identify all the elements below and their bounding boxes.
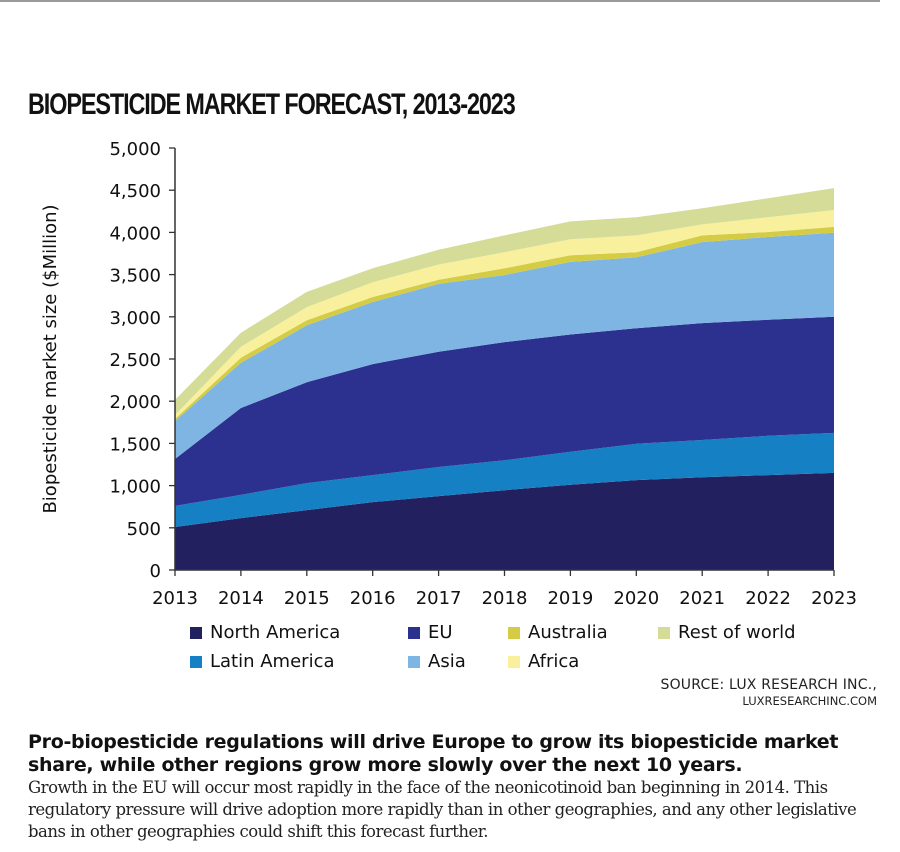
- area-asia: [175, 232, 834, 459]
- legend-swatch: [508, 655, 520, 668]
- x-tick-label: 2020: [613, 588, 659, 609]
- y-tick-label: 500: [127, 519, 161, 540]
- x-tick-label: 2017: [416, 588, 462, 609]
- legend-label: Australia: [528, 622, 608, 643]
- y-tick-label: 0: [150, 561, 161, 582]
- y-tick-label: 3,500: [109, 266, 161, 287]
- legend-item-north-america: North America: [190, 622, 340, 643]
- legend-item-rest-of-world: Rest of world: [658, 622, 796, 643]
- legend-label: Asia: [428, 651, 466, 672]
- legend-label: North America: [210, 622, 341, 643]
- legend-swatch: [408, 626, 420, 639]
- legend-item-africa: Africa: [508, 651, 579, 672]
- area-rest-of-world: [175, 188, 834, 416]
- x-tick-label: 2018: [482, 588, 528, 609]
- legend-label: Latin America: [210, 651, 335, 672]
- y-tick-label: 1,000: [109, 477, 161, 498]
- x-tick-label: 2019: [547, 588, 593, 609]
- caption: Pro-biopesticide regulations will drive …: [28, 731, 888, 843]
- legend-swatch: [190, 626, 202, 639]
- x-tick-label: 2023: [811, 588, 857, 609]
- legend-swatch: [508, 626, 520, 639]
- source-url: LUXRESEARCHINC.COM: [742, 694, 877, 708]
- legend-item-latin-america: Latin America: [190, 651, 335, 672]
- legend-label: EU: [428, 622, 453, 643]
- area-australia: [175, 226, 834, 421]
- source-line-1: SOURCE: LUX RESEARCH INC.,: [660, 677, 877, 693]
- x-tick-label: 2022: [745, 588, 791, 609]
- area-africa: [175, 210, 834, 419]
- x-tick-label: 2016: [350, 588, 396, 609]
- y-axis-label: Biopesticide market size ($Million): [40, 204, 61, 513]
- top-rule: [0, 0, 880, 2]
- legend-item-eu: EU: [408, 622, 453, 643]
- y-tick-label: 2,500: [109, 350, 161, 371]
- x-tick-label: 2014: [218, 588, 264, 609]
- y-tick-label: 1,500: [109, 434, 161, 455]
- y-tick-label: 3,000: [109, 308, 161, 329]
- legend-swatch: [190, 655, 202, 668]
- legend-item-australia: Australia: [508, 622, 608, 643]
- caption-headline: Pro-biopesticide regulations will drive …: [28, 731, 839, 776]
- x-tick-label: 2021: [679, 588, 725, 609]
- axes: 0 500 1,000 1,500 2,000 2,500 3,000 3,500 4,000 4…: [109, 139, 856, 609]
- area-north-america: [175, 472, 834, 570]
- y-tick-label: 4,500: [109, 181, 161, 202]
- x-tick-label: 2013: [152, 588, 198, 609]
- legend-swatch: [408, 655, 420, 668]
- y-tick-label: 4,000: [109, 223, 161, 244]
- area-latin-america: [175, 432, 834, 527]
- area-layers: [175, 188, 834, 570]
- legend-label: Rest of world: [678, 622, 796, 643]
- y-tick-label: 5,000: [109, 139, 161, 160]
- stacked-area-chart: 0 500 1,000 1,500 2,000 2,500 3,000 3,500 4,000 4…: [40, 139, 857, 609]
- legend-swatch: [658, 626, 670, 639]
- area-eu: [175, 316, 834, 506]
- x-tick-label: 2015: [284, 588, 330, 609]
- legend-label: Africa: [528, 651, 580, 672]
- legend-item-asia: Asia: [408, 651, 466, 672]
- chart-title: BIOPESTICIDE MARKET FORECAST, 2013-2023: [28, 88, 516, 121]
- source-credit: SOURCE: LUX RESEARCH INC., LUXRESEARCHIN…: [660, 677, 877, 708]
- y-tick-label: 2,000: [109, 392, 161, 413]
- caption-body: Growth in the EU will occur most rapidly…: [28, 778, 857, 841]
